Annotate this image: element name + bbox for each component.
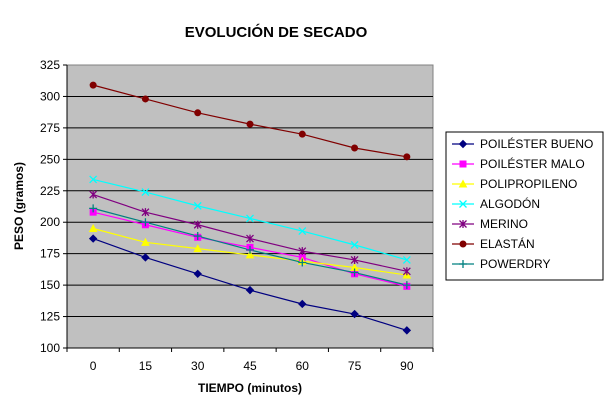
data-point [402,267,411,276]
data-point [246,214,254,223]
data-point [245,285,255,295]
data-point [88,223,98,233]
legend-box [445,131,604,281]
data-point [350,268,359,277]
chart-title: EVOLUCIÓN DE SECADO [185,23,368,41]
data-point [246,120,254,128]
y-tick-label: 250 [40,152,60,166]
data-point [402,255,411,264]
data-point [193,232,202,241]
legend-marker [459,160,467,168]
data-point [298,227,307,235]
y-tick-label: 275 [40,121,60,135]
data-point [89,204,98,213]
x-tick-label: 90 [400,359,414,373]
legend-label: POWERDRY [480,257,550,271]
data-point [193,269,202,278]
legend-marker [459,220,467,228]
y-tick-label: 175 [40,247,60,261]
legend-label: ELASTÁN [480,236,535,251]
data-point [298,247,307,256]
legend-marker [459,200,467,208]
legend-label: POILÉSTER BUENO [480,136,593,151]
data-point [194,109,202,117]
y-tick-label: 325 [40,58,60,72]
y-tick-label: 150 [40,278,60,292]
data-point [193,201,202,210]
legend-marker [458,139,468,149]
y-tick-label: 200 [40,215,60,229]
y-tick-label: 300 [40,89,60,103]
legend-marker [458,179,468,188]
series-markers [88,81,412,335]
y-tick-label: 125 [40,310,60,324]
legend: POILÉSTER BUENO POILÉSTER MALO POLIPROPILE… [452,136,593,271]
x-axis-ticks: 0 15 30 45 60 75 90 [66,347,434,373]
data-point [89,175,98,184]
data-point [351,144,359,152]
data-point [402,281,411,290]
data-point [298,130,306,138]
legend-marker [459,240,467,248]
x-tick-label: 15 [139,359,153,373]
x-tick-label: 75 [348,359,362,373]
x-tick-label: 0 [90,359,97,373]
data-point [141,95,149,103]
legend-label: POILÉSTER MALO [480,156,585,171]
data-point [141,237,150,246]
y-axis-title: PESO (gramos) [12,162,26,250]
legend-label: POLIPROPILENO [480,177,577,191]
data-point [89,81,97,89]
data-point [141,188,150,196]
x-axis-title: TIEMPO (minutos) [198,381,302,395]
data-point [403,153,411,161]
x-tick-label: 45 [243,359,257,373]
y-tick-label: 100 [40,341,60,355]
data-point [298,258,307,267]
data-point [141,208,150,217]
data-point [246,234,254,243]
data-point [89,190,98,199]
x-tick-label: 60 [296,359,310,373]
data-point [193,220,202,229]
data-point [246,245,254,254]
data-point [402,326,412,335]
data-point [350,255,359,264]
legend-label: MERINO [480,217,528,231]
data-point [298,299,307,309]
x-tick-label: 30 [191,359,205,373]
y-axis-ticks: 100 125 150 175 200 225 250 275 300 325 [40,58,68,355]
data-point [350,309,359,319]
data-point [245,250,255,259]
y-tick-label: 225 [40,184,60,198]
data-point [350,240,359,249]
data-point [141,218,150,227]
data-point [88,234,98,243]
legend-marker [459,260,467,268]
data-point [193,244,203,253]
legend-label: ALGODÓN [480,196,540,211]
data-point [141,253,150,262]
plot-area [66,64,434,349]
